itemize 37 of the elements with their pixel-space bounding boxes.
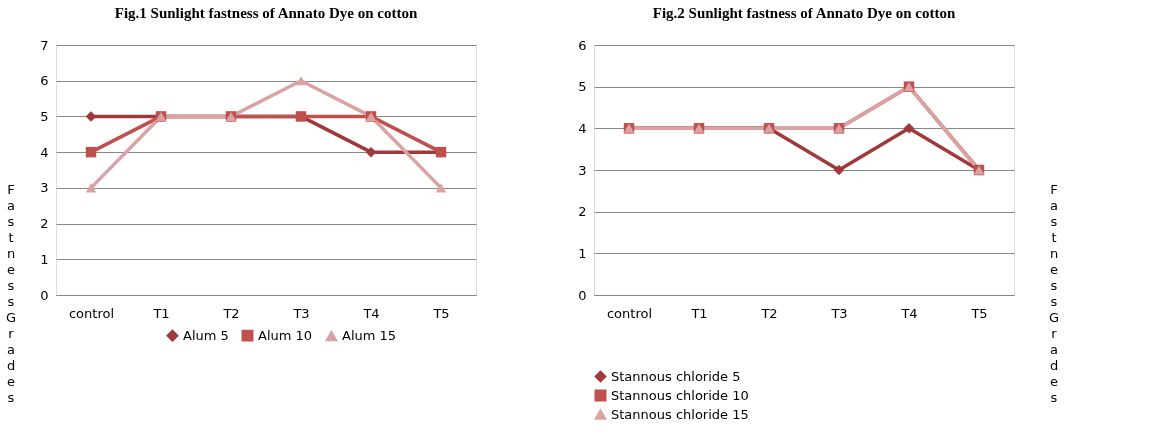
x-tick-label: T4 — [900, 305, 918, 321]
chart-title: Fig.2 Sunlight fastness of Annato Dye on cotton — [652, 5, 956, 21]
x-tick-label: T2 — [760, 305, 778, 321]
legend-label: Alum 10 — [258, 327, 313, 343]
y-tick-label: 2 — [578, 204, 587, 220]
x-tick-label: T3 — [830, 305, 848, 321]
y-tick-label: 6 — [578, 37, 587, 53]
x-tick-label: T3 — [292, 305, 310, 321]
y-tick-label: 4 — [578, 120, 587, 136]
text: Fastness Grades — [5, 182, 17, 405]
y-tick-label: 6 — [40, 73, 49, 89]
y-tick-label: 5 — [40, 108, 49, 124]
legend-label: Alum 5 — [183, 327, 229, 343]
y-tick-label: 7 — [40, 37, 49, 53]
y-tick-label: 1 — [578, 245, 587, 261]
y-tick-label: 5 — [578, 79, 587, 95]
x-tick-label: T5 — [432, 305, 450, 321]
x-tick-label: T2 — [222, 305, 240, 321]
chart-title: Fig.1 Sunlight fastness of Annato Dye on cotton — [114, 5, 418, 21]
x-tick-label: T1 — [690, 305, 708, 321]
legend-label: Stannous chloride 5 — [611, 368, 741, 384]
y-tick-label: 3 — [40, 180, 49, 196]
x-tick-label: T1 — [152, 305, 170, 321]
y-tick-label: 1 — [40, 251, 49, 267]
x-tick-label: T5 — [970, 305, 988, 321]
legend-label: Alum 15 — [342, 327, 397, 343]
y-tick-label: 3 — [578, 162, 587, 178]
y-tick-label: 0 — [578, 287, 587, 303]
legend-label: Stannous chloride 10 — [611, 387, 749, 403]
x-tick-label: control — [68, 305, 115, 321]
y-tick-label: 0 — [40, 287, 49, 303]
y-tick-label: 4 — [40, 144, 49, 160]
y-tick-label: 2 — [40, 216, 49, 232]
x-tick-label: T4 — [362, 305, 380, 321]
legend-label: Stannous chloride 15 — [611, 406, 749, 422]
text: Fastness Grades — [1048, 182, 1060, 405]
x-tick-label: control — [606, 305, 653, 321]
